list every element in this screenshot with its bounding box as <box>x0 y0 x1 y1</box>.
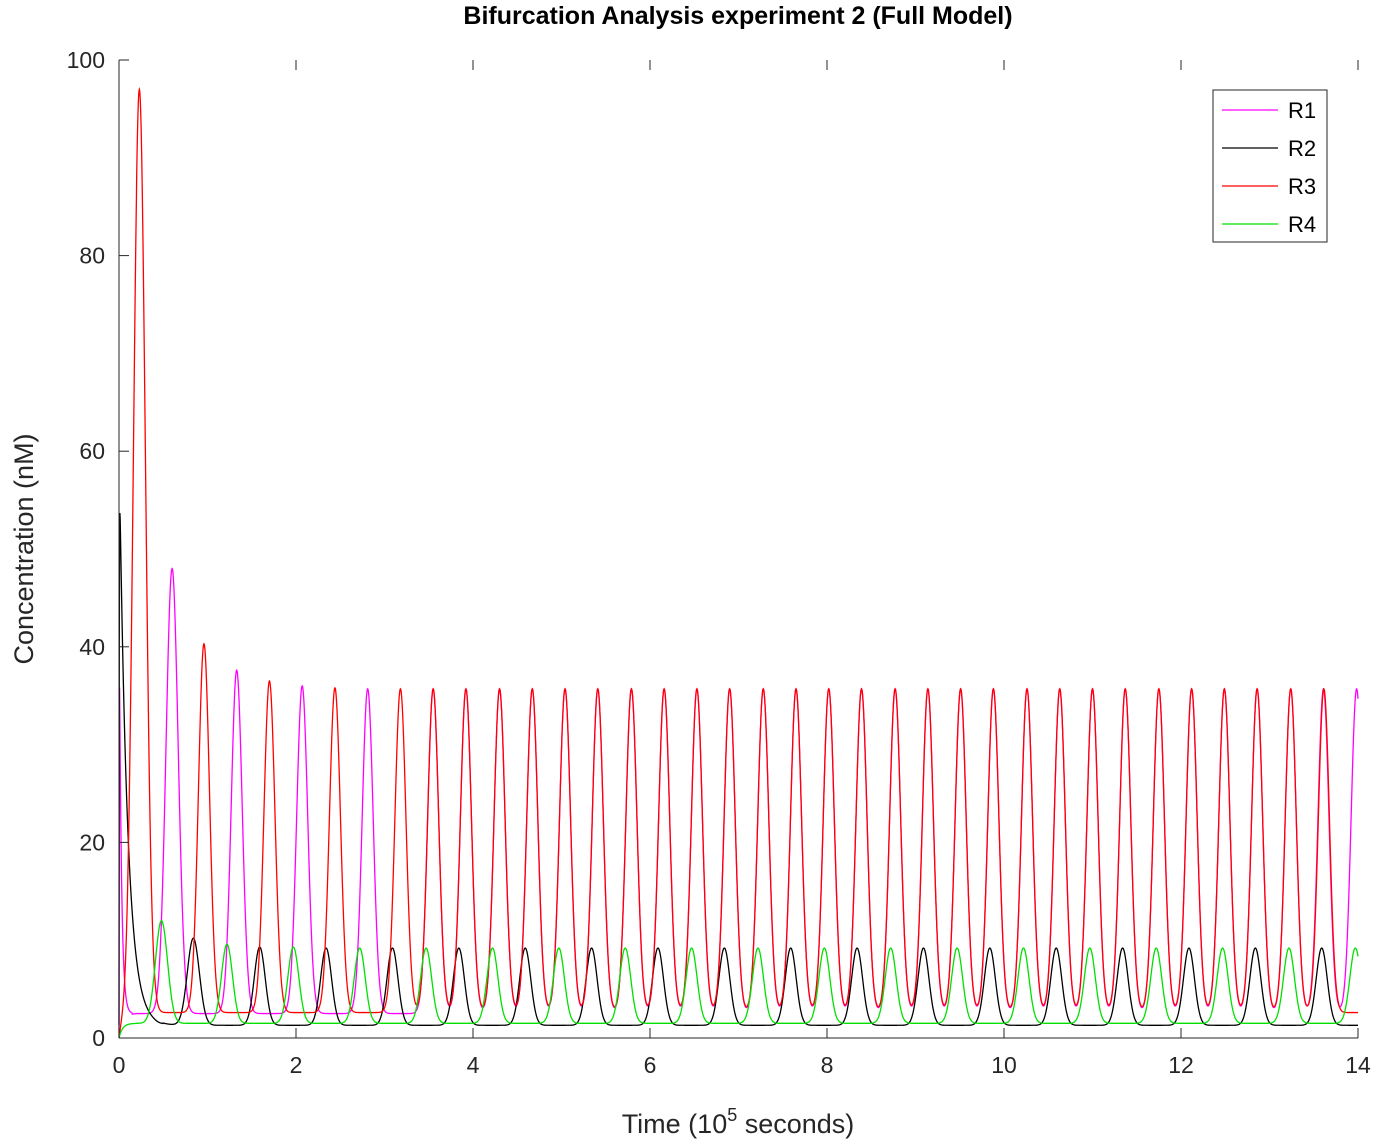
series-line-r2 <box>118 512 1358 1026</box>
y-tick-label-5: 100 <box>67 47 105 73</box>
x-tick-label-1: 2 <box>290 1052 303 1078</box>
y-tick-label-2: 40 <box>79 634 105 660</box>
x-axis-label-main: Time (10 <box>622 1109 728 1139</box>
y-tick-label-0: 0 <box>92 1025 105 1051</box>
y-axis-label: Concentration (nM) <box>9 433 39 664</box>
legend-label-r2: R2 <box>1288 136 1316 161</box>
y-tick-label-3: 60 <box>79 438 105 464</box>
plot-area: 0 2 4 6 8 10 12 14 0 20 40 60 80 100 <box>67 47 1371 1078</box>
x-axis-label-exponent: 5 <box>727 1105 737 1125</box>
y-tick-label-4: 80 <box>79 243 105 269</box>
legend-box <box>1212 89 1328 243</box>
ticks-layer: 0 2 4 6 8 10 12 14 0 20 40 60 80 100 <box>67 47 1371 1078</box>
x-tick-label-5: 10 <box>991 1052 1017 1078</box>
series-line-r4 <box>118 919 1359 1039</box>
x-tick-label-4: 8 <box>821 1052 834 1078</box>
legend: R1 R2 R3 R4 <box>1212 89 1328 243</box>
x-axis-label: Time (105 seconds) <box>622 1105 855 1139</box>
chart-title: Bifurcation Analysis experiment 2 (Full … <box>463 2 1012 30</box>
x-tick-label-3: 6 <box>644 1052 657 1078</box>
legend-label-r1: R1 <box>1288 98 1316 123</box>
x-tick-label-6: 12 <box>1168 1052 1194 1078</box>
legend-label-r3: R3 <box>1288 174 1316 199</box>
y-tick-label-1: 20 <box>79 829 105 855</box>
x-tick-label-2: 4 <box>467 1052 480 1078</box>
series-layer <box>118 86 1359 1039</box>
series-line-r3 <box>118 86 1358 1039</box>
x-tick-label-7: 14 <box>1345 1052 1371 1078</box>
x-axis-label-unit: seconds) <box>737 1109 854 1139</box>
x-tick-label-0: 0 <box>113 1052 126 1078</box>
legend-label-r4: R4 <box>1288 212 1316 237</box>
series-line-r1 <box>118 567 1359 1039</box>
